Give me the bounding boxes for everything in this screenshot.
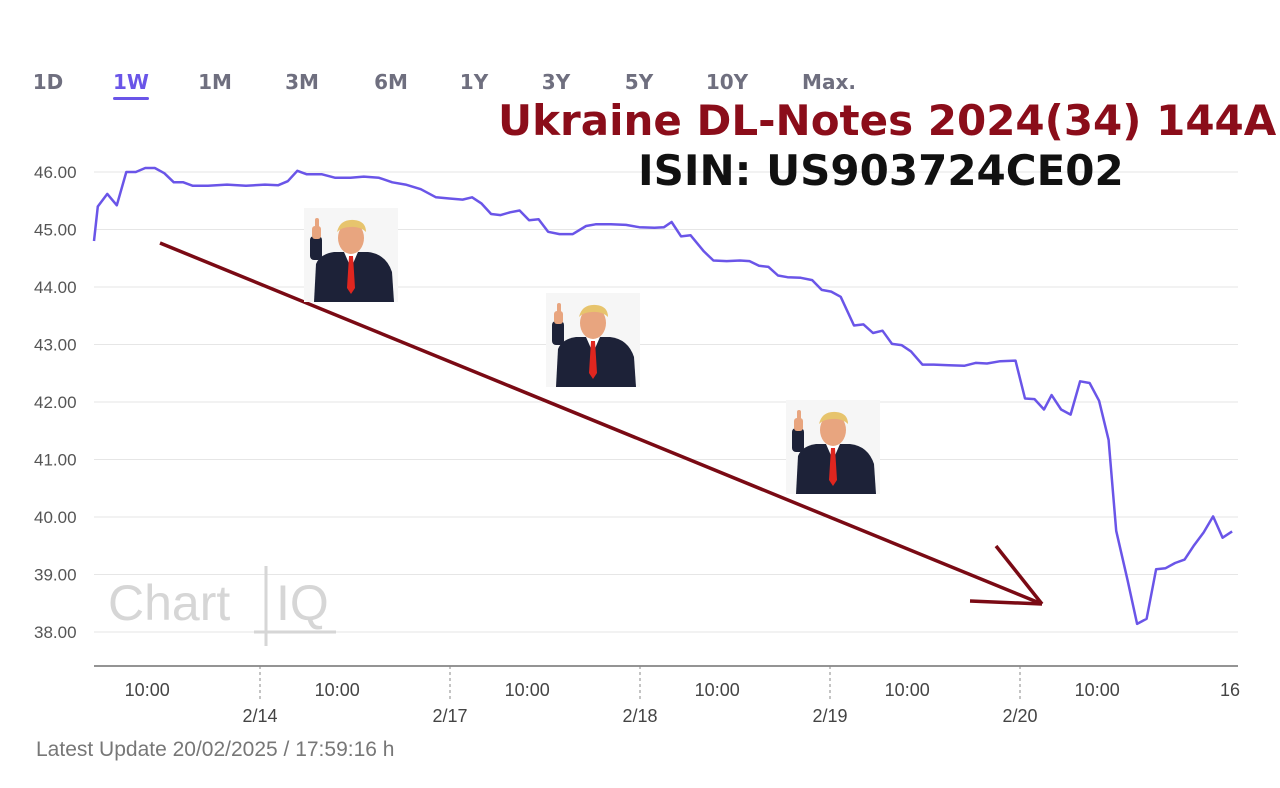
tab-1m[interactable]: 1M xyxy=(198,70,232,94)
y-tick-label: 43.00 xyxy=(34,336,77,355)
x-time-tick-label: 10:00 xyxy=(315,680,360,700)
y-axis: 38.00 39.00 40.00 41.00 42.00 43.00 44.00 45.00… xyxy=(34,163,77,642)
x-time-tick-label: 10:00 xyxy=(885,680,930,700)
tab-1y[interactable]: 1Y xyxy=(459,70,489,94)
x-time-tick-label: 10:00 xyxy=(505,680,550,700)
y-tick-label: 44.00 xyxy=(34,278,77,297)
y-tick-label: 41.00 xyxy=(34,451,77,470)
tab-10y[interactable]: 10Y xyxy=(705,70,749,94)
y-tick-label: 40.00 xyxy=(34,508,77,527)
person-thumbs-up-icon xyxy=(552,303,636,387)
y-tick-label: 46.00 xyxy=(34,163,77,182)
x-date-tick-label: 2/19 xyxy=(812,706,847,726)
tab-3m[interactable]: 3M xyxy=(285,70,319,94)
x-date-tick-label: 2/17 xyxy=(432,706,467,726)
x-time-tick-label: 10:00 xyxy=(1075,680,1120,700)
chartiq-watermark: Chart IQ xyxy=(108,566,336,646)
person-thumbs-up-icon xyxy=(310,218,394,302)
person-thumbs-up-icon xyxy=(792,410,876,494)
x-time-tick-label: 10:00 xyxy=(125,680,170,700)
x-date-tick-label: 2/14 xyxy=(242,706,277,726)
arrow-head-bottom xyxy=(969,599,1043,606)
tab-3y[interactable]: 3Y xyxy=(541,70,571,94)
thumbs-up-photo-3 xyxy=(786,400,880,494)
watermark-text-left: Chart xyxy=(108,575,230,631)
x-date-tick-label: 2/18 xyxy=(622,706,657,726)
y-tick-label: 45.00 xyxy=(34,221,77,240)
arrow-shaft xyxy=(159,241,1043,606)
x-time-tick-label: 16 xyxy=(1220,680,1240,700)
tab-5y[interactable]: 5Y xyxy=(624,70,654,94)
annotation-title: Ukraine DL-Notes 2024(34) 144A xyxy=(498,96,1277,145)
latest-update-label: Latest Update 20/02/2025 / 17:59:16 h xyxy=(36,738,395,761)
watermark-text-right: IQ xyxy=(276,575,329,631)
y-tick-label: 38.00 xyxy=(34,623,77,642)
tab-1w[interactable]: 1W xyxy=(113,70,149,100)
tab-1d[interactable]: 1D xyxy=(32,70,64,94)
annotation-isin: ISIN: US903724CE02 xyxy=(638,146,1124,195)
price-line xyxy=(92,166,1233,626)
x-axis: 10:00 10:00 10:00 10:00 10:00 10:00 16 2/14 2/17… xyxy=(94,665,1240,726)
tab-6m[interactable]: 6M xyxy=(374,70,408,94)
x-date-tick-label: 2/20 xyxy=(1002,706,1037,726)
arrow-head-top xyxy=(994,544,1044,606)
downtrend-arrow xyxy=(159,241,1044,606)
thumbs-up-photo-2 xyxy=(546,293,640,387)
y-tick-label: 39.00 xyxy=(34,566,77,585)
thumbs-up-photo-1 xyxy=(304,208,398,302)
x-time-tick-label: 10:00 xyxy=(695,680,740,700)
y-tick-label: 42.00 xyxy=(34,393,77,412)
tab-max[interactable]: Max. xyxy=(802,70,856,94)
grid-lines xyxy=(94,171,1238,633)
